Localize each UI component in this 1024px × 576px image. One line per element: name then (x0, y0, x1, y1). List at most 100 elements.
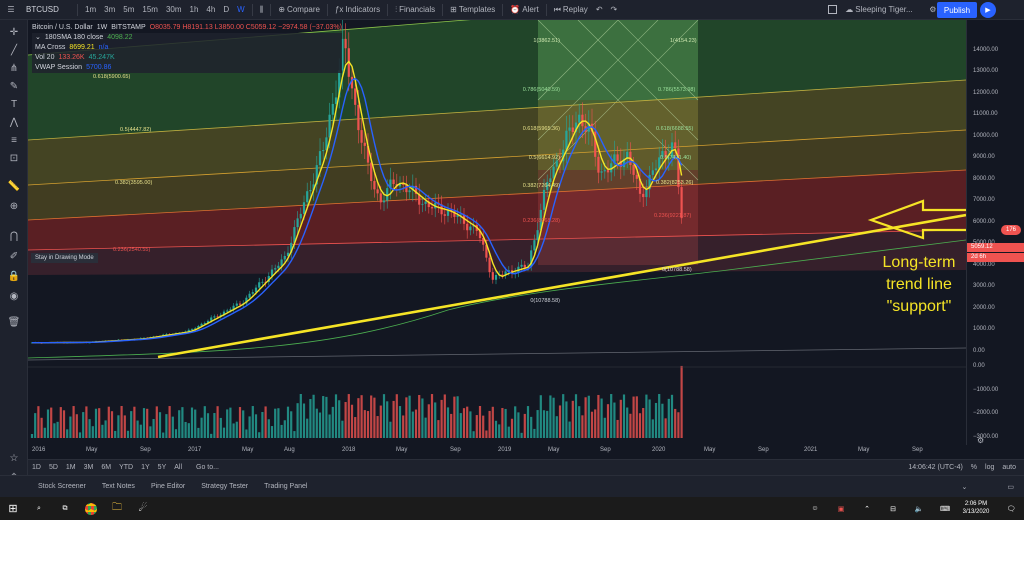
trendline-annotation-text[interactable]: Long-term trend line "support" (871, 252, 967, 318)
interval-d[interactable]: D (223, 5, 230, 14)
lock-drawing-icon[interactable]: ✐ (9, 251, 19, 262)
file-explorer-icon[interactable]: 🗀 (112, 502, 122, 513)
legend-ma-cross-row[interactable]: MA Cross 8699.21 n/a (32, 43, 342, 53)
interval-3m[interactable]: 3m (104, 5, 116, 14)
volume-bar (85, 406, 88, 438)
undo-button[interactable]: ↶ (592, 5, 607, 14)
redo-button[interactable]: ↷ (607, 5, 622, 14)
trash-icon[interactable]: 🗑 (7, 317, 21, 328)
interval-15m[interactable]: 15m (142, 5, 158, 14)
network-icon[interactable]: ⊟ (890, 505, 896, 513)
legend-sma-row[interactable]: ⌄ 180SMA 180 close 4098.22 (32, 33, 342, 43)
menu-icon[interactable]: ☰ (7, 5, 15, 14)
star-icon[interactable]: ☆ (9, 453, 19, 464)
chrome-icon[interactable] (78, 497, 104, 520)
interval-5m[interactable]: 5m (123, 5, 135, 14)
notifications-icon[interactable]: 🗨 (1006, 505, 1016, 513)
legend-vol-row[interactable]: Vol 20 133.26K 45.247K (32, 53, 342, 63)
range-3m[interactable]: 3M (83, 464, 94, 471)
interval-30m[interactable]: 30m (165, 5, 182, 14)
pattern-tool-icon[interactable]: ⋀ (9, 117, 19, 128)
financials-button[interactable]: ⫶ Financials (391, 5, 439, 15)
price-axis[interactable]: 14000.00 13000.00 12000.00 11000.00 10000.00… (966, 20, 1024, 445)
range-5d[interactable]: 5D (48, 464, 58, 471)
range-1m[interactable]: 1M (65, 464, 76, 471)
interval-4h[interactable]: 4h (206, 5, 216, 14)
ruler-icon[interactable]: 📏 (7, 181, 21, 192)
system-clock[interactable]: 2:06 PM 3/13/2020 (958, 500, 994, 516)
alert-button[interactable]: ⏰ Alert (506, 5, 542, 14)
volume-bar (299, 394, 302, 438)
legend-vwap-row[interactable]: VWAP Session 5700.86 (32, 63, 342, 73)
volume-icon[interactable]: 🔈 (914, 505, 924, 513)
symbol-search[interactable]: BTCUSD (26, 5, 59, 14)
indicators-button[interactable]: ƒx Indicators (331, 5, 384, 14)
range-ytd[interactable]: YTD (119, 464, 134, 471)
keyboard-icon[interactable]: ⌨ (939, 505, 951, 513)
layout-menu[interactable]: ☁ Sleeping Tiger... (841, 5, 925, 14)
auto-scale-toggle[interactable]: auto (1002, 464, 1016, 471)
volume-bar (62, 410, 66, 438)
volume-bar (104, 420, 107, 438)
tab-pine-editor[interactable]: Pine Editor (150, 483, 186, 490)
long-term-trendline[interactable] (157, 213, 966, 359)
replay-button[interactable]: ⏮ Replay (550, 5, 592, 15)
volume-bar (232, 423, 235, 438)
range-all[interactable]: All (174, 464, 183, 471)
interval-w[interactable]: W (237, 5, 245, 14)
compare-button[interactable]: ⊕ Compare (274, 5, 324, 14)
lock-icon[interactable]: 🔒 (7, 271, 21, 282)
text-tool-icon[interactable]: T (10, 99, 18, 110)
tab-strategy-tester[interactable]: Strategy Tester (201, 483, 249, 490)
zoom-icon[interactable]: ⊕ (9, 201, 19, 212)
volume-bar (392, 400, 395, 438)
settings-button[interactable]: ⚙ (925, 5, 940, 14)
eye-icon[interactable]: ◉ (9, 291, 19, 302)
brush-tool-icon[interactable]: ✎ (9, 81, 19, 92)
maximize-panel-icon[interactable]: ▭ (1007, 483, 1014, 491)
measure-tool-icon[interactable]: ⊡ (9, 153, 19, 164)
select-layout-checkbox[interactable] (824, 5, 841, 14)
range-5y[interactable]: 5Y (157, 464, 167, 471)
interval-1h[interactable]: 1h (189, 5, 199, 14)
trendline-tool-icon[interactable]: ╱ (10, 45, 18, 56)
range-1y[interactable]: 1Y (141, 464, 150, 471)
people-icon[interactable]: ☺ (811, 505, 819, 512)
windows-start-icon[interactable]: ⊞ (8, 503, 18, 515)
live-button[interactable]: ▶ (980, 2, 996, 18)
app-icon[interactable]: ☄ (138, 503, 148, 514)
interval-1m[interactable]: 1m (85, 5, 97, 14)
tab-stock-screener[interactable]: Stock Screener (38, 483, 86, 490)
arrow-annotation[interactable] (867, 199, 966, 240)
chevron-up-icon[interactable]: ⌃ (864, 505, 870, 513)
candle-body (405, 184, 408, 193)
crosshair-icon[interactable]: ✛ (9, 27, 19, 38)
templates-button[interactable]: ⊞ Templates (446, 5, 499, 14)
chart-type-button[interactable]: ⫼ (256, 5, 268, 15)
timezone-clock[interactable]: 14:06:42 (UTC-4) (908, 464, 963, 471)
range-6m[interactable]: 6M (101, 464, 112, 471)
task-view-icon[interactable]: ⧉ (62, 504, 68, 512)
publish-button[interactable]: Publish (937, 2, 977, 18)
price-tick-label: 3000.00 (973, 283, 995, 290)
magnet-icon[interactable]: ⋂ (9, 231, 19, 242)
tab-trading-panel[interactable]: Trading Panel (264, 483, 308, 490)
log-scale-toggle[interactable]: log (985, 464, 995, 471)
templates-label: Templates (458, 5, 496, 14)
pitchfork-tool-icon[interactable]: ⋔ (9, 63, 19, 74)
collapse-panel-icon[interactable]: ⌄ (961, 483, 968, 491)
goto-date-button[interactable]: Go to... (196, 464, 219, 471)
price-chart[interactable]: 0.618(5900.65) 0.5(4447.82) 0.382(3595.0… (28, 20, 966, 445)
collapse-icon[interactable]: ⌄ (35, 34, 41, 41)
search-icon[interactable]: ⌕ (37, 504, 41, 512)
fib-tool-icon[interactable]: ≡ (11, 135, 17, 146)
candle-body (389, 179, 392, 189)
percent-scale-toggle[interactable]: % (970, 464, 978, 471)
fib-label: 0(10788.58) (530, 298, 560, 304)
time-axis[interactable]: 2016 May Sep 2017 May Aug 2018 May Sep 2019 May Sep… (28, 445, 966, 459)
tab-text-notes[interactable]: Text Notes (101, 483, 135, 490)
settings-gear-icon[interactable]: ⚙ (977, 436, 985, 445)
tray-app-icon[interactable]: ▣ (837, 505, 845, 513)
notification-badge[interactable]: 176 (1001, 225, 1021, 235)
range-1d[interactable]: 1D (32, 464, 41, 471)
